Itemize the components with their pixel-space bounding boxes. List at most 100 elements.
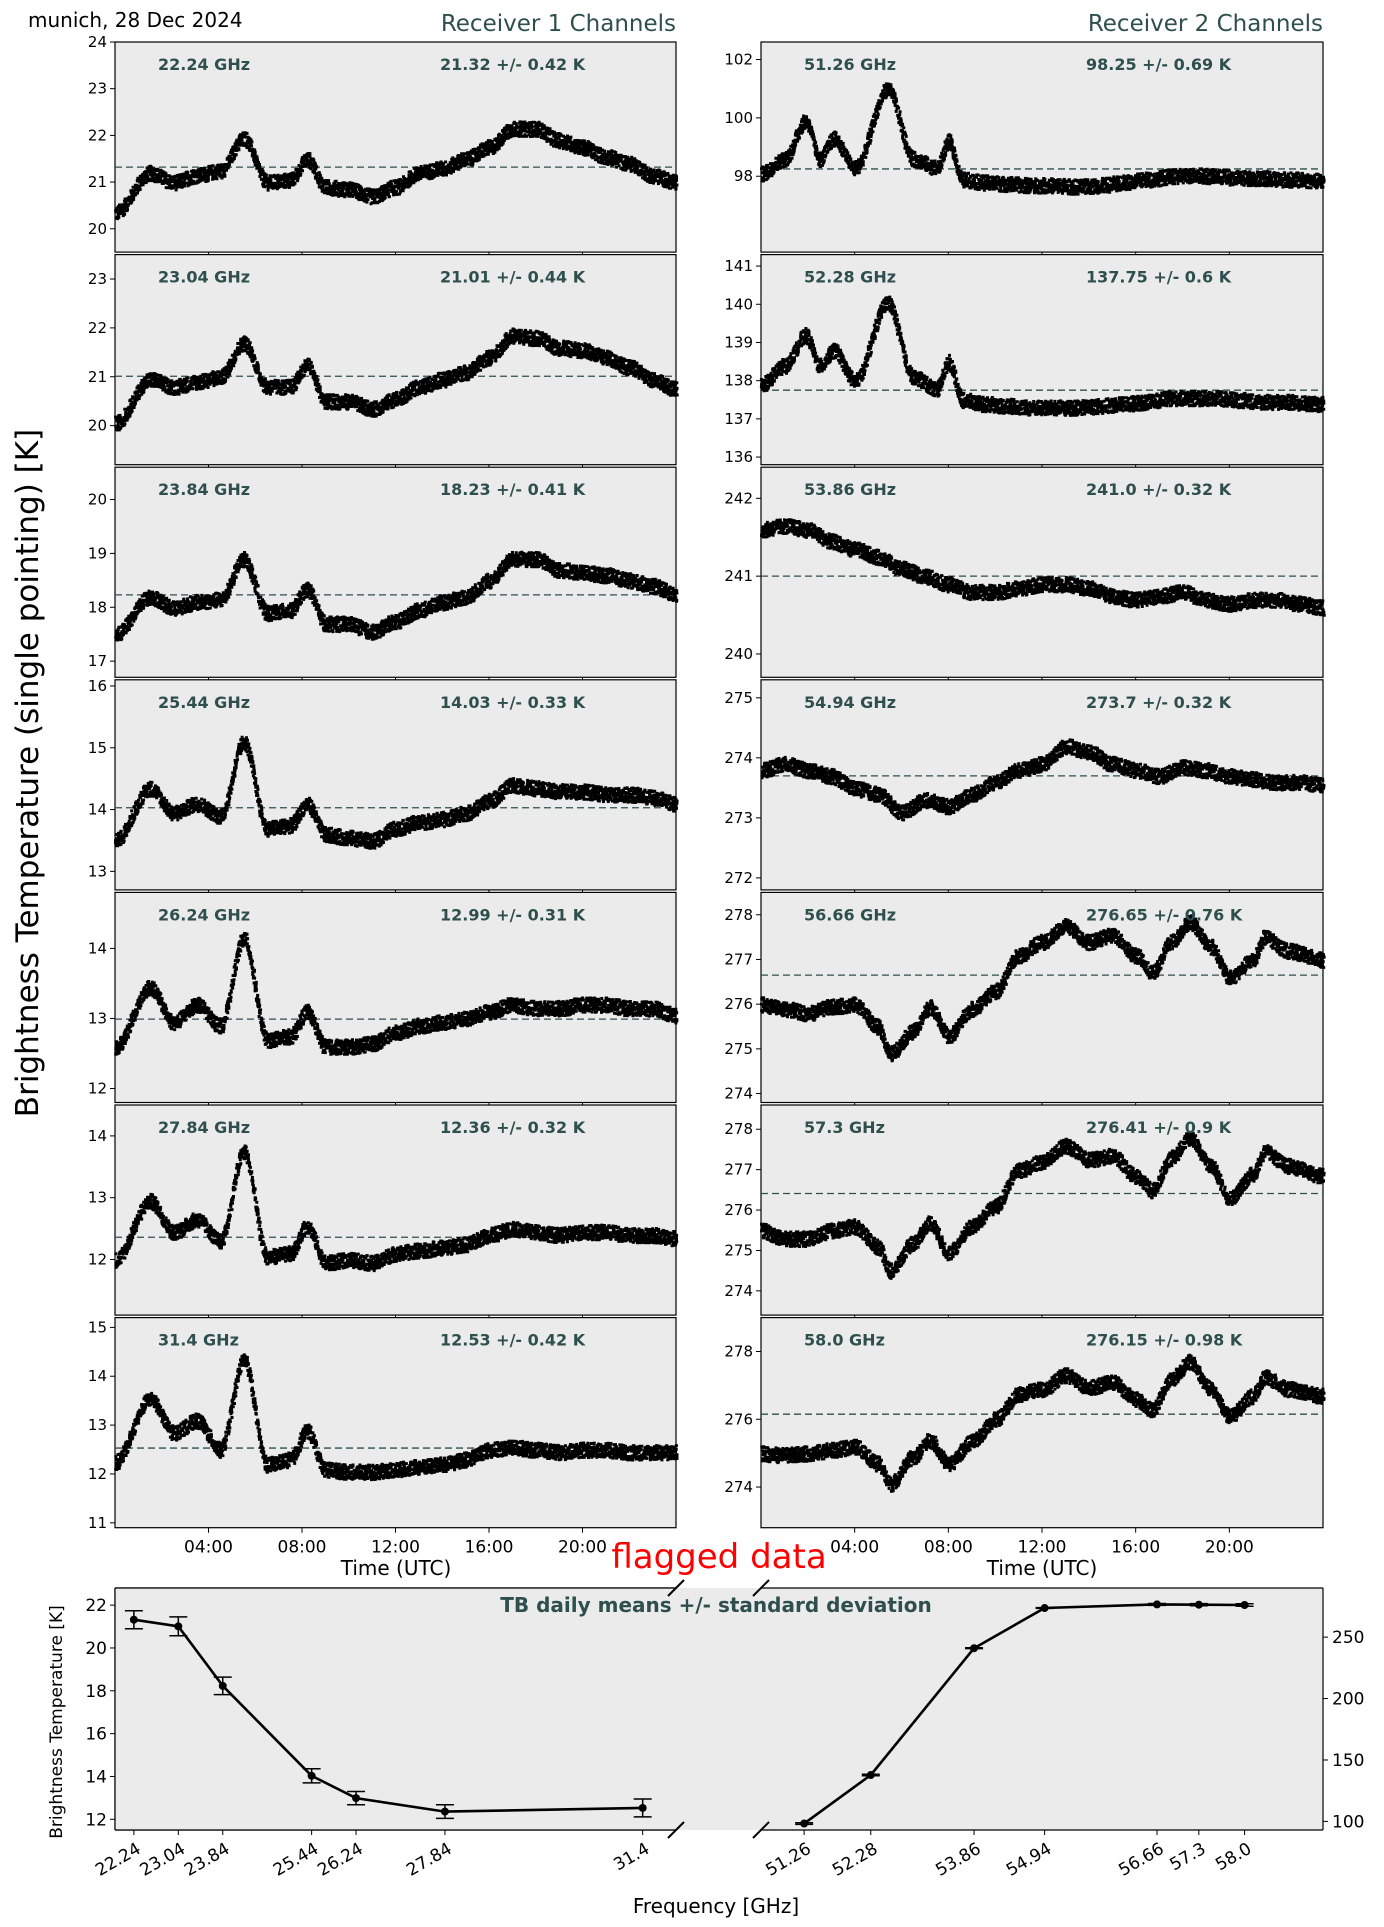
channel-frequency-label: 26.24 GHz — [158, 905, 250, 924]
mean-point — [352, 1794, 361, 1803]
y-tick-label: 272 — [724, 869, 753, 887]
y-tick-label: 12 — [88, 1079, 107, 1097]
y-tick-label: 100 — [724, 109, 753, 127]
y-tick-label: 14 — [88, 939, 107, 957]
data-scatter — [760, 914, 1326, 1063]
channel-frequency-label: 22.24 GHz — [158, 55, 250, 74]
data-scatter — [114, 550, 679, 642]
y-tick-label: 12 — [88, 1250, 107, 1268]
y-tick-label: 13 — [88, 1416, 107, 1434]
data-scatter — [760, 738, 1326, 822]
y-tick-label: 102 — [724, 51, 753, 69]
y-tick-label: 140 — [724, 295, 753, 313]
receiver1-x-axis-label: Time (UTC) — [340, 1556, 452, 1580]
channel-stats-label: 137.75 +/- 0.6 K — [1086, 268, 1232, 287]
y-tick-label: 14 — [88, 1367, 107, 1385]
x-tick-label: 52.28 — [829, 1839, 881, 1881]
y-tick-label: 19 — [88, 544, 107, 562]
x-tick-label: 57.3 — [1167, 1839, 1210, 1875]
y-tick-label: 20 — [85, 1639, 107, 1659]
mean-point — [638, 1803, 647, 1812]
channel-frequency-label: 27.84 GHz — [158, 1118, 250, 1137]
y-tick-label: 12 — [85, 1810, 107, 1830]
channel-frequency-label: 56.66 GHz — [804, 905, 896, 924]
y-tick-label: 276 — [724, 1410, 753, 1428]
summary-right-axes — [761, 1587, 1324, 1831]
panel-frame — [760, 254, 1324, 466]
x-tick-label: 20:00 — [1205, 1538, 1254, 1558]
y-tick-label: 18 — [88, 598, 107, 616]
channel-stats-label: 18.23 +/- 0.41 K — [440, 480, 586, 499]
x-tick-label: 08:00 — [278, 1538, 327, 1558]
main-y-axis-label: Brightness Temperature (single pointing)… — [10, 429, 46, 1117]
channel-stats-label: 276.15 +/- 0.98 K — [1086, 1331, 1243, 1350]
y-tick-label: 136 — [724, 448, 753, 466]
site-date-label: munich, 28 Dec 2024 — [28, 8, 243, 32]
summary-left-axes — [114, 1587, 676, 1831]
data-scatter — [114, 1144, 679, 1273]
channel-stats-label: 276.65 +/- 0.76 K — [1086, 905, 1243, 924]
y-tick-label: 20 — [88, 417, 107, 435]
summary-y-axis-label: Brightness Temperature [K] — [47, 1605, 67, 1838]
channel-panel-23-04-ghz: 20 21 22 23 23.04 GHz 21.01 +/- 0.44 K — [88, 254, 679, 470]
mean-point — [1153, 1600, 1162, 1609]
channel-panel-58-0-ghz: 274 276 278 04:00 08:00 12:00 16:00 20:00 58.0 G… — [724, 1316, 1326, 1558]
x-tick-label: 26.24 — [314, 1839, 366, 1881]
summary-title: TB daily means +/- standard deviation — [500, 1593, 932, 1617]
data-scatter — [114, 735, 679, 850]
y-tick-label: 14 — [88, 1127, 107, 1145]
channel-frequency-label: 58.0 GHz — [804, 1331, 885, 1350]
flagged-data-label: flagged data — [611, 1537, 826, 1577]
x-tick-label: 22.24 — [92, 1839, 144, 1881]
y-tick-label: 274 — [724, 1282, 753, 1300]
y-tick-label: 22 — [88, 126, 107, 144]
x-tick-label: 27.84 — [403, 1839, 455, 1881]
data-scatter — [760, 1353, 1326, 1493]
receiver2-title: Receiver 2 Channels — [1088, 11, 1323, 37]
y-tick-label: 13 — [88, 1009, 107, 1027]
y-tick-label: 274 — [724, 1085, 753, 1103]
channel-frequency-label: 31.4 GHz — [158, 1331, 239, 1350]
axis-break-mark — [752, 1579, 770, 1597]
mean-point — [1240, 1601, 1249, 1610]
data-scatter — [114, 1353, 679, 1482]
y-tick-label: 15 — [88, 739, 107, 757]
mean-point — [970, 1644, 979, 1653]
y-tick-label: 240 — [724, 645, 753, 663]
channel-panel-56-66-ghz: 274 275 276 277 278 56.66 GHz 276.65 +/- 0.76 … — [724, 891, 1326, 1108]
y-tick-label: 137 — [724, 410, 753, 428]
y-tick-label: 20 — [88, 220, 107, 238]
y-tick-label: 12 — [88, 1465, 107, 1483]
y-tick-label: 22 — [88, 319, 107, 337]
mean-point — [440, 1807, 449, 1816]
panel-frame — [114, 1104, 677, 1316]
y-tick-label: 22 — [85, 1596, 107, 1616]
y-tick-label: 23 — [88, 80, 107, 98]
mean-point — [218, 1681, 227, 1690]
y-tick-label: 16 — [85, 1725, 107, 1745]
panel-frame — [760, 466, 1324, 678]
y-tick-label: 275 — [724, 689, 753, 707]
mean-point — [129, 1615, 138, 1624]
channel-frequency-label: 54.94 GHz — [804, 693, 896, 712]
panel-frame — [760, 41, 1324, 253]
panel-frame — [114, 1316, 677, 1529]
y-tick-label: 13 — [88, 862, 107, 880]
mean-point — [800, 1819, 809, 1828]
axis-break-mark — [667, 1821, 685, 1839]
panel-frame — [114, 679, 677, 891]
y-tick-label: 150 — [1332, 1751, 1364, 1771]
channel-stats-label: 12.99 +/- 0.31 K — [440, 905, 586, 924]
mean-point — [174, 1622, 183, 1631]
channel-stats-label: 12.36 +/- 0.32 K — [440, 1118, 586, 1137]
y-tick-label: 100 — [1332, 1812, 1364, 1832]
y-tick-label: 276 — [724, 995, 753, 1013]
channel-stats-label: 98.25 +/- 0.69 K — [1086, 55, 1232, 74]
y-tick-label: 273 — [724, 809, 753, 827]
mean-point — [1194, 1600, 1203, 1609]
channel-panel-54-94-ghz: 272 273 274 275 54.94 GHz 273.7 +/- 0.32 K — [724, 679, 1326, 895]
y-tick-label: 21 — [88, 173, 107, 191]
y-tick-label: 278 — [724, 1342, 753, 1360]
channel-frequency-label: 57.3 GHz — [804, 1118, 885, 1137]
